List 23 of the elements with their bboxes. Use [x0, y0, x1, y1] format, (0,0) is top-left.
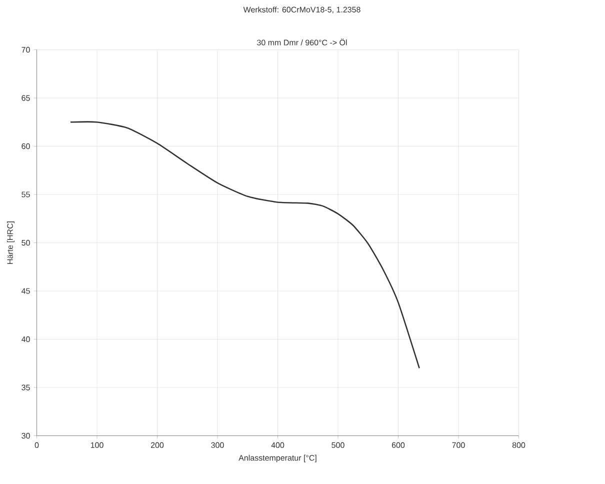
x-tick-label: 0 — [34, 442, 39, 448]
chart-title: Werkstoff: 60CrMoV18-5, 1.2358 — [243, 6, 360, 14]
x-tick-label: 800 — [512, 442, 526, 448]
y-tick-label: 50 — [22, 240, 30, 246]
y-axis-title: Härte [HRC] — [7, 222, 14, 264]
y-tick-label: 70 — [22, 46, 30, 53]
line-series — [70, 121, 420, 369]
x-axis-title: Anlasstemperatur [°C] — [238, 454, 316, 462]
y-tick-label: 35 — [22, 384, 30, 390]
x-tick-label: 100 — [90, 442, 104, 448]
y-tick-label: 40 — [22, 336, 30, 342]
y-tick-label: 65 — [22, 95, 30, 101]
x-tick-label: 700 — [452, 442, 465, 448]
x-tick-label: 600 — [392, 442, 405, 448]
x-tick-label: 200 — [150, 442, 164, 448]
chart-subtitle: 30 mm Dmr / 960°C -> Öl — [257, 38, 347, 46]
x-tick-label: 500 — [332, 442, 344, 448]
x-tick-label: 300 — [211, 442, 224, 448]
y-tick-label: 60 — [22, 143, 30, 150]
y-tick-label: 45 — [22, 288, 30, 294]
x-tick-label: 400 — [271, 442, 284, 448]
y-tick-label: 30 — [22, 432, 30, 439]
y-tick-label: 55 — [22, 192, 30, 198]
